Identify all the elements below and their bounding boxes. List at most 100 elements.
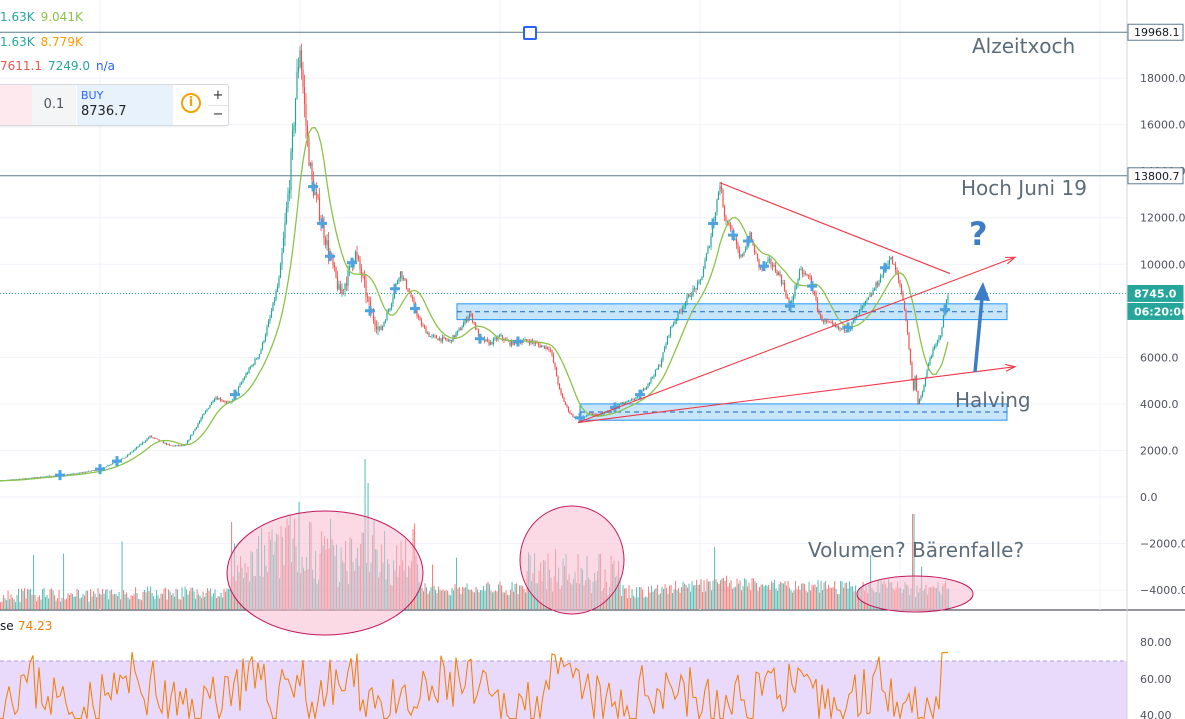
candle-body	[66, 474, 69, 476]
volume-bar	[136, 593, 138, 609]
candle-body	[537, 343, 540, 345]
candle-body	[777, 272, 780, 276]
volume-bar	[793, 590, 795, 609]
candle-body	[726, 220, 729, 222]
candle-body	[569, 411, 571, 414]
price-axis-tick: 16000.0	[1140, 119, 1185, 132]
candle-body	[53, 475, 55, 477]
volume-bar	[27, 588, 29, 609]
volume-bar	[126, 592, 128, 609]
volume-bar	[819, 592, 821, 609]
candle-body	[267, 321, 270, 327]
sell-button[interactable]	[0, 85, 32, 125]
candle-body	[540, 345, 543, 348]
candle-body	[111, 463, 114, 465]
volume-bar	[846, 582, 848, 609]
volume-bar	[462, 586, 464, 609]
quantity-minus-button[interactable]: −	[212, 107, 224, 122]
volume-bar	[100, 594, 102, 609]
volume-bar	[679, 592, 681, 609]
volume-bar	[726, 575, 728, 609]
candle-body	[209, 405, 211, 409]
candle-body	[851, 322, 853, 328]
candle-body	[183, 445, 186, 446]
candle-body	[599, 414, 601, 416]
volume-bar	[519, 585, 521, 609]
volume-bar	[84, 595, 86, 609]
volume-bar	[811, 584, 813, 609]
volume-bar	[454, 584, 456, 609]
candle-body	[75, 473, 78, 475]
candle-body	[344, 283, 346, 291]
buy-button[interactable]: BUY 8736.7	[77, 85, 173, 125]
candle-body	[290, 151, 292, 190]
candle-body	[909, 349, 912, 363]
volume-bar	[639, 587, 641, 609]
volume-bar	[25, 598, 27, 609]
candle-body	[660, 360, 663, 367]
volume-bar	[67, 593, 69, 609]
candle-body	[801, 269, 804, 275]
volume-bar	[634, 597, 636, 609]
candle-body	[701, 276, 703, 280]
candle-body	[591, 413, 594, 416]
volume-bar	[747, 586, 749, 609]
candle-body	[285, 207, 288, 223]
signal-marker	[759, 261, 769, 272]
candle-body	[332, 256, 334, 266]
price-tag-label: 06:20:06	[1134, 305, 1185, 318]
volume-bar	[510, 589, 512, 609]
candle-body	[416, 310, 418, 316]
candle-body	[914, 376, 916, 390]
candle-body	[866, 299, 868, 301]
candle-body	[924, 377, 927, 386]
candle-body	[551, 349, 553, 355]
volume-bar	[120, 599, 122, 609]
candle-body	[128, 454, 130, 455]
volume-bar	[717, 582, 719, 609]
volume-bar	[762, 584, 764, 609]
candle-body	[572, 414, 574, 417]
volume-bar	[801, 583, 803, 609]
volume-bar	[49, 589, 51, 609]
signal-marker	[390, 283, 400, 294]
candle-body	[648, 382, 651, 385]
candle-body	[269, 317, 271, 322]
volume-bar	[211, 596, 213, 609]
legend-value-1b: 9.041K	[40, 10, 83, 24]
volume-bar	[654, 589, 656, 609]
volume-bar	[832, 587, 834, 609]
signal-marker	[365, 305, 375, 316]
candle-body	[384, 320, 387, 323]
volume-bar	[439, 590, 441, 609]
info-icon[interactable]: i	[181, 93, 201, 113]
candle-body	[930, 355, 933, 359]
volume-bar	[792, 592, 794, 609]
candle-body	[837, 325, 840, 329]
volume-bar	[666, 587, 668, 609]
candle-body	[39, 476, 42, 478]
candle-body	[782, 283, 784, 284]
candle-body	[680, 311, 682, 313]
candle-body	[198, 421, 201, 424]
halving-arrowhead	[974, 282, 990, 301]
quantity-field[interactable]: 0.1	[32, 85, 76, 125]
drag-handle[interactable]	[523, 26, 537, 40]
volume-bar	[684, 583, 686, 609]
candle-body	[47, 475, 49, 477]
volume-bar	[456, 557, 458, 609]
volume-bar	[489, 584, 491, 609]
candle-body	[365, 280, 367, 297]
volume-bar	[649, 592, 651, 609]
volume-bar	[736, 578, 738, 609]
volume-bar	[648, 586, 650, 609]
volume-bar	[133, 594, 135, 609]
volume-bar	[814, 584, 816, 609]
volume-bar	[64, 599, 66, 609]
candle-body	[485, 339, 487, 342]
candle-body	[609, 410, 612, 413]
quantity-plus-button[interactable]: +	[208, 86, 228, 106]
candle-body	[308, 138, 310, 166]
candle-body	[872, 290, 874, 296]
